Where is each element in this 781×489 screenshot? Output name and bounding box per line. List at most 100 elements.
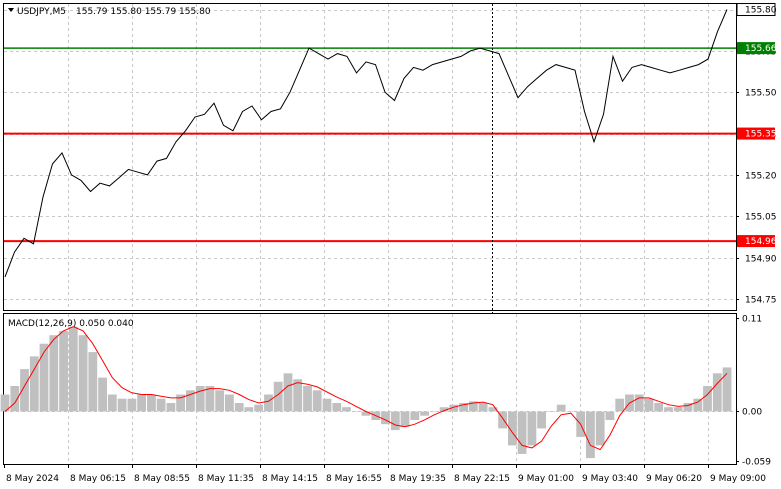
macd-bar bbox=[673, 407, 683, 412]
macd-bar bbox=[449, 404, 459, 412]
macd-bar bbox=[78, 335, 88, 412]
macd-bar bbox=[664, 407, 673, 412]
macd-bar bbox=[195, 386, 205, 412]
time-tick-label: 8 May 16:55 bbox=[326, 474, 382, 484]
current-price-label: 155.80 bbox=[745, 6, 777, 16]
macd-bar bbox=[293, 379, 303, 412]
macd-bar bbox=[234, 403, 244, 412]
level-tag-box bbox=[737, 127, 775, 140]
macd-bar bbox=[156, 398, 166, 412]
symbol-label: USDJPY,M5 bbox=[17, 7, 66, 17]
macd-bar bbox=[527, 411, 537, 446]
macd-bar bbox=[498, 411, 507, 429]
macd-axis: 0.11 0.00 -0.059 bbox=[736, 315, 771, 468]
level-tag-box bbox=[737, 235, 775, 248]
macd-bar bbox=[186, 390, 195, 412]
macd-bar bbox=[10, 386, 20, 412]
macd-bar bbox=[468, 401, 478, 412]
macd-bar bbox=[566, 411, 576, 412]
macd-bar bbox=[478, 403, 488, 412]
time-tick-label: 8 May 19:35 bbox=[390, 474, 446, 484]
level-tag-label: 155.35 bbox=[745, 130, 777, 140]
price-series-line bbox=[4, 9, 728, 278]
price-tick-label: 154.90 bbox=[745, 255, 777, 265]
macd-bar bbox=[137, 394, 146, 412]
price-panel bbox=[3, 3, 737, 311]
macd-bar bbox=[49, 335, 59, 412]
macd-bar bbox=[595, 411, 605, 446]
macd-bar bbox=[703, 386, 712, 412]
macd-bar bbox=[166, 403, 176, 412]
macd-bar bbox=[420, 411, 429, 416]
price-tick-label: 155.20 bbox=[745, 172, 777, 182]
time-tick-label: 8 May 08:55 bbox=[134, 474, 190, 484]
macd-bar bbox=[722, 367, 732, 412]
price-tick-label: 154.75 bbox=[745, 296, 777, 306]
macd-bar bbox=[693, 398, 703, 412]
macd-bar bbox=[273, 381, 283, 412]
macd-bar bbox=[117, 398, 127, 412]
macd-bar bbox=[68, 326, 78, 412]
macd-bar bbox=[537, 411, 546, 429]
macd-tick-label: -0.059 bbox=[742, 458, 771, 468]
macd-bar bbox=[683, 403, 693, 412]
macd-bar bbox=[508, 411, 517, 446]
time-tick-label: 8 May 14:15 bbox=[262, 474, 318, 484]
level-tag-label: 154.96 bbox=[745, 237, 777, 247]
time-tick-label: 8 May 2024 bbox=[6, 474, 59, 484]
macd-bar bbox=[283, 373, 293, 412]
macd-bar bbox=[615, 398, 625, 412]
macd-bar bbox=[342, 407, 351, 412]
time-tick-label: 9 May 06:20 bbox=[646, 474, 702, 484]
ohlc-values: 155.79 155.80 155.79 155.80 bbox=[76, 7, 211, 17]
macd-bar bbox=[225, 394, 234, 412]
macd-bar bbox=[127, 398, 137, 412]
macd-bar bbox=[712, 373, 722, 412]
time-tick-label: 8 May 22:15 bbox=[454, 474, 510, 484]
macd-bar bbox=[88, 352, 98, 412]
macd-bar bbox=[429, 411, 439, 412]
macd-bar bbox=[488, 407, 498, 412]
macd-bar bbox=[332, 403, 342, 412]
level-tag-label: 155.66 bbox=[745, 44, 777, 54]
macd-bar bbox=[176, 394, 185, 412]
time-axis: 8 May 2024 8 May 06:15 8 May 08:55 8 May 11… bbox=[4, 464, 766, 484]
macd-label: MACD(12,26,9) 0.050 0.040 bbox=[8, 319, 134, 329]
macd-grid bbox=[4, 314, 736, 464]
macd-bar bbox=[459, 403, 468, 412]
macd-bar bbox=[205, 386, 215, 412]
macd-bar bbox=[654, 403, 664, 412]
macd-bar bbox=[634, 394, 644, 412]
macd-bar bbox=[400, 411, 410, 427]
macd-bar bbox=[586, 411, 595, 459]
level-tags: 155.66 155.35 154.96 bbox=[737, 42, 777, 248]
time-tick-label: 8 May 06:15 bbox=[70, 474, 126, 484]
current-price-tag: 155.80 bbox=[736, 3, 777, 17]
macd-bar bbox=[381, 411, 390, 425]
dropdown-triangle-icon[interactable] bbox=[8, 8, 14, 12]
time-tick-label: 9 May 03:40 bbox=[582, 474, 638, 484]
current-price-box bbox=[736, 3, 776, 17]
macd-bar bbox=[0, 394, 10, 412]
macd-bar bbox=[517, 411, 527, 454]
macd-bar bbox=[644, 398, 654, 412]
macd-bar bbox=[59, 330, 68, 412]
macd-bar bbox=[439, 407, 449, 412]
macd-bar bbox=[264, 394, 273, 412]
macd-bar bbox=[20, 369, 29, 412]
macd-bar bbox=[556, 404, 566, 412]
macd-bar bbox=[98, 377, 107, 412]
level-tag-box bbox=[737, 42, 775, 55]
macd-bar bbox=[390, 411, 400, 431]
macd-bar bbox=[547, 411, 556, 412]
macd-bar bbox=[303, 386, 312, 412]
macd-bar bbox=[605, 411, 615, 420]
macd-bar bbox=[410, 411, 420, 420]
macd-tick-label: 0.00 bbox=[742, 408, 762, 418]
macd-bar bbox=[254, 404, 264, 412]
macd-bar bbox=[361, 411, 371, 416]
macd-tick-label: 0.11 bbox=[742, 315, 762, 325]
price-tick-label: 155.05 bbox=[745, 213, 777, 223]
macd-bar bbox=[351, 411, 361, 412]
